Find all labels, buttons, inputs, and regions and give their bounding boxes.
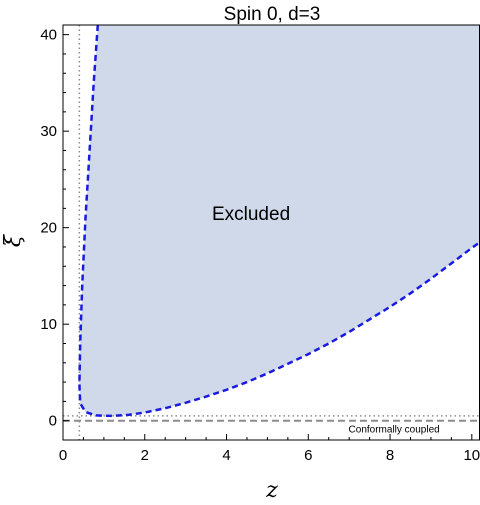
x-tick-label: 8	[386, 447, 394, 464]
y-axis: 0 10 20 30 40	[40, 27, 69, 441]
conformally-coupled-label: Conformally coupled	[349, 425, 440, 436]
boundary-curve	[78, 24, 480, 418]
x-tick-label: 4	[222, 447, 230, 464]
y-tick-label: 20	[40, 220, 57, 237]
plot-area: Excluded Conformally coupled	[63, 24, 480, 440]
x-tick-label: 2	[141, 447, 149, 464]
excluded-region	[79, 25, 480, 416]
x-axis-label: z	[265, 478, 278, 503]
x-tick-label: 10	[463, 447, 480, 464]
x-axis: 0 2 4 6 8 10	[59, 434, 480, 464]
x-tick-label: 6	[304, 447, 312, 464]
y-axis-label: ξ	[1, 233, 26, 247]
y-tick-label: 10	[40, 316, 57, 333]
x-tick-label: 0	[59, 447, 67, 464]
y-tick-label: 40	[40, 27, 57, 44]
excluded-label: Excluded	[212, 204, 290, 225]
chart-title: Spin 0, d=3	[224, 4, 321, 25]
y-tick-label: 0	[49, 413, 57, 430]
y-tick-label: 30	[40, 123, 57, 140]
